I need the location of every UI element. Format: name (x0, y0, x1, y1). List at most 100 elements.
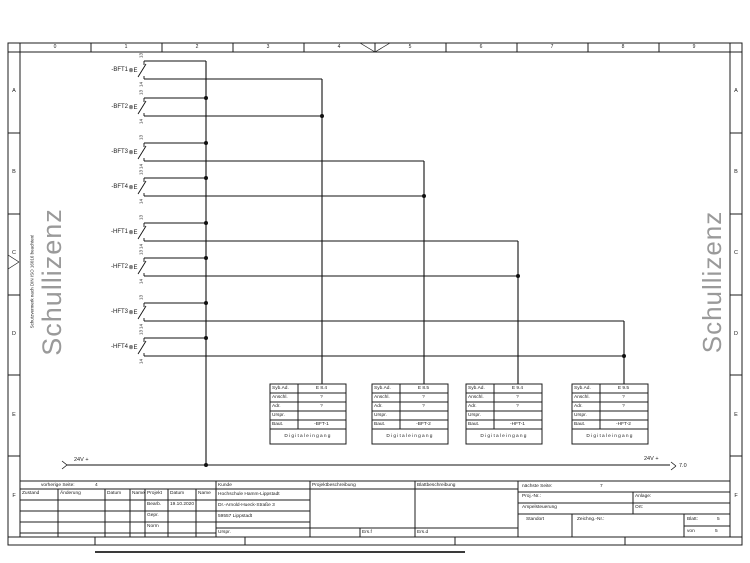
io-baut: -BFT-1 (314, 422, 329, 427)
norm-label: Norm (147, 524, 159, 529)
io-anschl: ? (422, 395, 425, 400)
terminal-14: 14 (138, 199, 144, 205)
rev-header-name2: Name (198, 491, 211, 496)
urspr-label: Urspr. (218, 530, 231, 535)
projektbeschreibung-label: Projektbeschreibung (312, 483, 356, 488)
pushbutton-actuator-icon: ⊗E (128, 345, 138, 351)
project-name: Ampelsteuerung (522, 505, 557, 510)
ruler-col-4: 4 (337, 44, 341, 50)
fold-marks (7, 42, 391, 270)
io-function-text: Digitaleingang (480, 434, 528, 439)
io-field-label: Syb.Ad. (272, 386, 289, 391)
io-urspr (494, 411, 541, 420)
ruler-col-2: 2 (195, 44, 199, 50)
pushbutton-actuator-icon: ⊗E (128, 150, 138, 156)
io-address: E 9.5 (617, 386, 630, 391)
bearb-label: Bearb. (147, 502, 162, 507)
pushbutton-actuator-icon: ⊗E (128, 105, 138, 111)
row-letter-left-d: D (12, 331, 16, 337)
io-field-label: Adr. (272, 404, 281, 409)
io-urspr (400, 411, 447, 420)
io-anschl: ? (320, 395, 323, 400)
prev-page-value: 4 (95, 483, 98, 488)
switch-label-bft3: -BFT3 (111, 149, 128, 155)
sheet-frame (7, 42, 743, 546)
io-field-label: Baut. (272, 422, 284, 427)
ers-d-label: Ers.d (417, 530, 429, 535)
rev-header-datum2: Datum (170, 491, 185, 496)
switch-label-hft1: -HFT1 (111, 229, 128, 235)
io-field-label: Baut. (374, 422, 386, 427)
io-field-label: Baut. (574, 422, 586, 427)
rev-header-zustand: Zustand (22, 491, 40, 496)
io-field-label: Urspr. (574, 413, 587, 418)
terminal-13: 13 (138, 53, 144, 59)
anlage-label: Anlage: (635, 494, 652, 499)
io-field-label: Baut. (468, 422, 480, 427)
zeichng-nr-label: Zeichng.-Nr.: (577, 517, 605, 522)
row-letter-right-b: B (734, 169, 738, 175)
terminal-13: 13 (138, 90, 144, 96)
row-letter-right-d: D (734, 331, 738, 337)
terminal-13: 13 (138, 250, 144, 256)
ruler-col-0: 0 (53, 44, 57, 50)
ruler-col-8: 8 (621, 44, 625, 50)
io-baut: -HFT-2 (616, 422, 631, 427)
row-letter-right-f: F (734, 493, 738, 499)
ruler-col-3: 3 (266, 44, 270, 50)
io-field-label: Adr. (468, 404, 477, 409)
io-function-text: Digitaleingang (386, 434, 434, 439)
von-value: 5 (715, 529, 718, 534)
proj-nr-label: Proj.-Nr.: (522, 494, 541, 499)
row-letter-left-c: C (12, 250, 16, 256)
switch-label-bft2: -BFT2 (111, 104, 128, 110)
io-field-label: Adr. (574, 404, 583, 409)
io-field-label: Syb.Ad. (468, 386, 485, 391)
io-urspr (600, 411, 647, 420)
io-field-label: Urspr. (468, 413, 481, 418)
io-field-label: Urspr. (374, 413, 387, 418)
rail-label-left: 24V + (74, 457, 89, 463)
io-adr: ? (516, 404, 519, 409)
io-adr: ? (320, 404, 323, 409)
row-letter-left-e: E (12, 412, 16, 418)
rail-cross-reference: 7.0 (679, 463, 687, 469)
switch-label-bft1: -BFT1 (111, 67, 128, 73)
ers-f-label: Ers.f (362, 530, 372, 535)
io-urspr (298, 411, 345, 420)
io-field-label: Anschl. (574, 395, 590, 400)
pushbutton-actuator-icon: ⊗E (128, 265, 138, 271)
pushbutton-actuator-icon: ⊗E (128, 185, 138, 191)
standort-label: Standort (526, 517, 545, 522)
row-letter-right-c: C (734, 250, 738, 256)
blattbeschreibung-label: Blattbeschreibung (417, 483, 456, 488)
switch-symbols (137, 61, 147, 356)
terminal-13: 13 (138, 295, 144, 301)
ruler-col-9: 9 (692, 44, 696, 50)
terminal-14: 14 (138, 359, 144, 365)
row-letter-left-b: B (12, 169, 16, 175)
row-letter-left-a: A (12, 88, 16, 94)
io-address: E 8.5 (417, 386, 430, 391)
pushbutton-actuator-icon: ⊗E (128, 310, 138, 316)
io-function-text: Digitaleingang (284, 434, 332, 439)
ruler-col-6: 6 (479, 44, 483, 50)
rev-header-datum: Datum (107, 491, 122, 496)
ruler-col-1: 1 (124, 44, 128, 50)
kunde-line1: Hochschule Hamm-Lippstadt (218, 492, 280, 497)
rev-header-name: Name (132, 491, 145, 496)
io-baut: -HFT-1 (510, 422, 525, 427)
switch-label-hft4: -HFT4 (111, 344, 128, 350)
terminal-13: 13 (138, 215, 144, 221)
blatt-value: 5 (717, 517, 720, 522)
terminal-13: 13 (138, 135, 144, 141)
rev-header-aenderung: Änderung (60, 491, 81, 496)
io-field-label: Anschl. (468, 395, 484, 400)
io-address: E 9.4 (511, 386, 524, 391)
kunde-label: Kunde (218, 483, 232, 488)
io-function-text: Digitaleingang (586, 434, 634, 439)
terminal-14: 14 (138, 279, 144, 285)
blatt-label: Blatt: (687, 517, 698, 522)
terminal-14: 14 (138, 119, 144, 125)
